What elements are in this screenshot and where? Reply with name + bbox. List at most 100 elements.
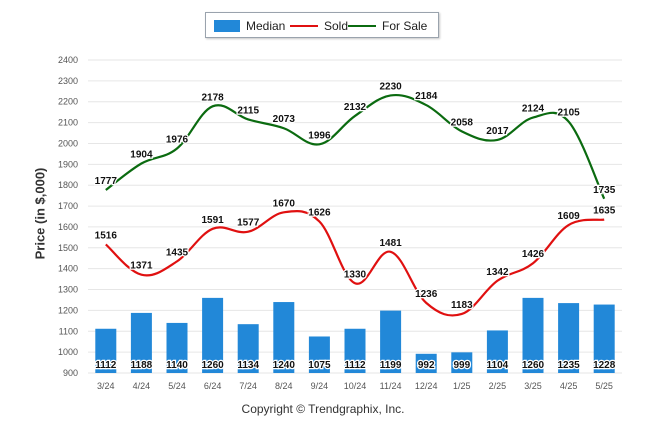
median-bar — [415, 353, 437, 373]
median-value-label: 1112 — [344, 360, 366, 371]
for-sale-value-label: 1996 — [308, 130, 331, 141]
for-sale-line — [105, 93, 606, 200]
median-value-label: 1188 — [131, 360, 153, 371]
median-value-label: 1260 — [201, 360, 224, 371]
for-sale-value-label: 2073 — [273, 114, 296, 125]
y-tick-label: 2000 — [58, 138, 78, 148]
x-tick-label: 5/25 — [595, 381, 613, 391]
y-tick-label: 1400 — [58, 264, 78, 274]
median-bar — [344, 328, 366, 373]
grid-lines — [88, 59, 622, 374]
x-tick-label: 3/24 — [97, 381, 115, 391]
sold-value-label: 1635 — [593, 206, 616, 217]
y-tick-label: 2300 — [58, 76, 78, 86]
median-bar — [558, 303, 580, 373]
median-value-label: 992 — [418, 360, 435, 371]
median-value-label: 1075 — [308, 360, 331, 371]
sold-value-label: 1670 — [273, 198, 296, 209]
median-value-label: 1199 — [380, 360, 402, 371]
y-tick-label: 1200 — [58, 305, 78, 315]
sold-value-label: 1591 — [201, 215, 224, 226]
x-tick-label: 4/25 — [560, 381, 578, 391]
x-tick-label: 2/25 — [489, 381, 507, 391]
for-sale-swatch — [348, 25, 376, 27]
median-value-label: 1240 — [273, 360, 296, 371]
y-tick-label: 1100 — [59, 326, 78, 336]
copyright-footer: Copyright © Trendgraphix, Inc. — [241, 402, 405, 416]
median-value-label: 1228 — [593, 360, 616, 371]
median-bar — [273, 302, 295, 373]
x-tick-label: 4/24 — [133, 381, 151, 391]
median-bar — [130, 312, 152, 373]
for-sale-value-label: 1904 — [130, 149, 153, 160]
median-swatch — [214, 20, 240, 32]
x-tick-label: 6/24 — [204, 381, 222, 391]
median-bar — [486, 330, 508, 373]
data-labels: 1112 1188 1140 1260 1134 1240 1075 1112 1199 992 9… — [93, 80, 617, 372]
x-tick-label: 9/24 — [311, 381, 329, 391]
x-tick-label: 3/25 — [524, 381, 542, 391]
median-value-label: 1235 — [557, 360, 580, 371]
y-tick-label: 2100 — [58, 118, 78, 128]
x-tick-label: 11/24 — [380, 381, 402, 391]
for-sale-value-label: 2184 — [415, 91, 438, 102]
median-value-label: 1260 — [522, 360, 545, 371]
median-bars — [95, 297, 615, 373]
for-sale-value-label: 1777 — [95, 176, 118, 187]
sold-line — [105, 209, 605, 317]
sold-value-label: 1236 — [415, 289, 438, 300]
y-tick-label: 900 — [63, 368, 78, 378]
sold-value-label: 1481 — [379, 238, 402, 249]
y-tick-label: 1000 — [58, 347, 78, 357]
median-value-label: 1134 — [237, 360, 259, 371]
sold-value-label: 1626 — [308, 208, 331, 219]
y-tick-label: 1300 — [58, 285, 78, 295]
for-sale-value-label: 2105 — [557, 108, 580, 119]
median-bar — [380, 310, 402, 373]
median-value-label: 1140 — [166, 360, 188, 371]
y-tick-label: 1900 — [58, 159, 78, 169]
legend-label-for-sale: For Sale — [382, 19, 428, 33]
for-sale-value-label: 2178 — [201, 92, 224, 103]
x-tick-label: 7/24 — [239, 381, 257, 391]
x-tick-label: 10/24 — [344, 381, 367, 391]
y-tick-label: 2200 — [58, 97, 78, 107]
for-sale-value-label: 2124 — [522, 104, 545, 115]
x-tick-label: 5/24 — [168, 381, 186, 391]
sold-value-label: 1609 — [557, 211, 580, 222]
legend-label-median: Median — [246, 19, 286, 33]
x-tick-label: 1/25 — [453, 381, 471, 391]
y-tick-label: 1600 — [58, 222, 78, 232]
for-sale-value-label: 2058 — [451, 117, 474, 128]
y-tick-label: 1800 — [58, 180, 78, 190]
median-bar — [308, 336, 330, 373]
trend-lines — [105, 93, 606, 317]
axis-labels: 900 1000 1100 1200 1300 1400 1500 1600 1700 1800 1… — [58, 55, 613, 391]
sold-value-label: 1426 — [522, 249, 545, 260]
chart-legend: Median Sold For Sale — [205, 12, 439, 38]
sold-value-label: 1371 — [130, 261, 153, 272]
for-sale-value-label: 2115 — [237, 105, 259, 116]
for-sale-value-label: 1976 — [166, 134, 189, 145]
for-sale-value-label: 2230 — [379, 81, 402, 92]
legend-label-sold: Sold — [324, 19, 349, 33]
median-bar — [451, 352, 473, 373]
y-tick-label: 2400 — [58, 55, 78, 65]
sold-swatch — [290, 25, 318, 27]
sold-value-label: 1435 — [166, 247, 189, 258]
median-bar — [95, 328, 117, 373]
sold-value-label: 1342 — [486, 267, 509, 278]
sold-value-label: 1330 — [344, 269, 367, 280]
median-bar — [522, 297, 544, 373]
median-value-label: 1104 — [487, 360, 509, 371]
y-tick-label: 1700 — [58, 201, 78, 211]
median-value-label: 1112 — [95, 360, 117, 371]
median-bar — [202, 297, 224, 373]
for-sale-value-label: 2017 — [486, 126, 509, 137]
median-value-label: 999 — [453, 360, 470, 371]
y-tick-label: 1500 — [58, 243, 78, 253]
x-tick-label: 12/24 — [415, 381, 438, 391]
sold-value-label: 1577 — [237, 218, 260, 229]
for-sale-value-label: 2132 — [344, 102, 367, 113]
